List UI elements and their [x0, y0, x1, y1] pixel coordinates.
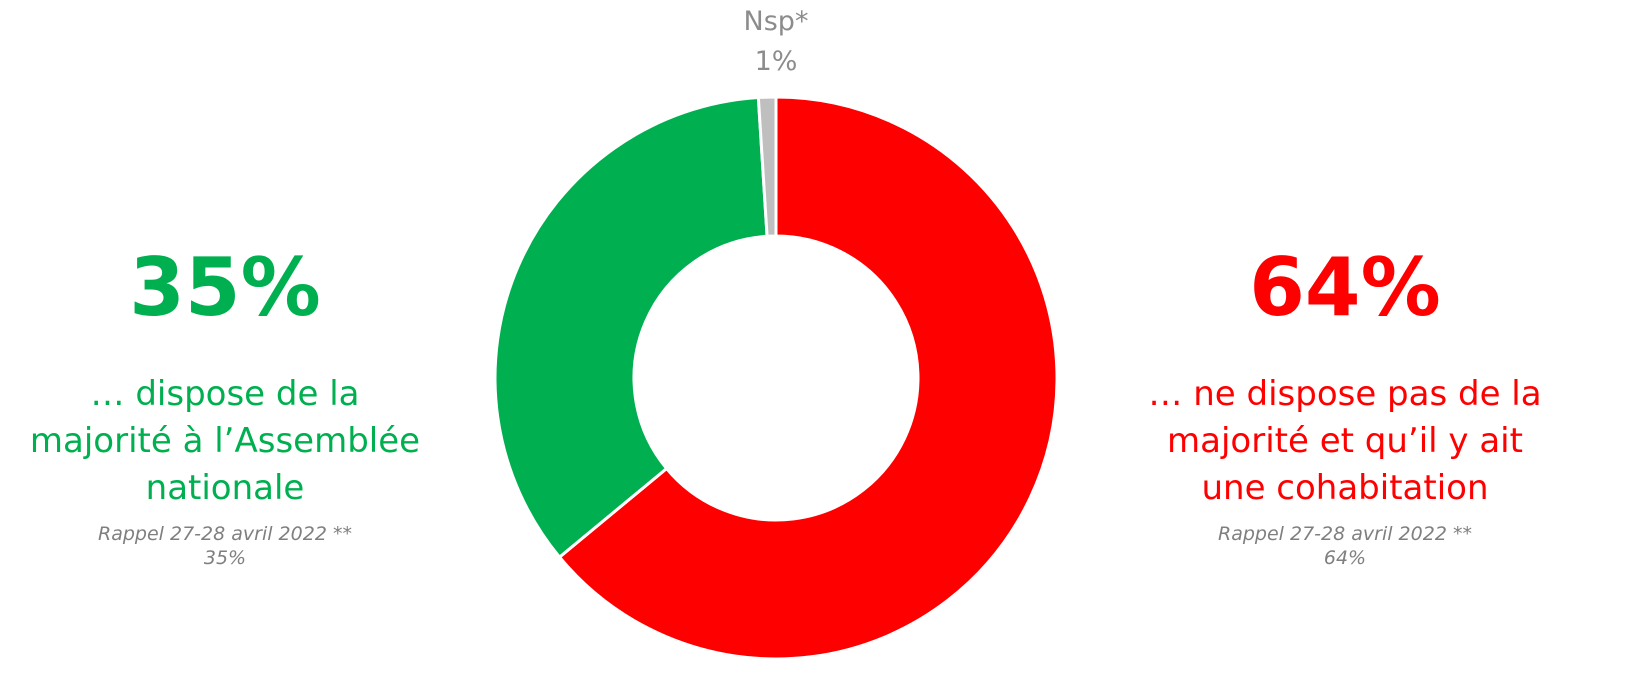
label-block: 35% … dispose de la majorité à l’Assemblé…: [0, 243, 485, 570]
label-block: Nsp* 1%: [626, 2, 926, 82]
label-block: 64% … ne dispose pas de la majorité et qu…: [1085, 243, 1605, 570]
donut-segment: [756, 95, 778, 238]
recall-label: Rappel 27-28 avril 2022 **: [1218, 523, 1472, 545]
category-label: Nsp*: [743, 6, 809, 37]
recall-value: 35%: [203, 547, 247, 569]
recall-label: Rappel 27-28 avril 2022 **: [98, 523, 352, 545]
recall: Rappel 27-28 avril 2022 ** 35%: [0, 522, 485, 570]
recall: Rappel 27-28 avril 2022 ** 64%: [1085, 522, 1605, 570]
value-label: 35%: [129, 241, 321, 334]
category-label: … dispose de la majorité à l’Assemblée n…: [29, 374, 421, 508]
donut-segment: [557, 95, 1059, 661]
donut-segment: [493, 95, 769, 560]
value-label: 1%: [754, 46, 798, 77]
value-label: 64%: [1249, 241, 1441, 334]
recall-value: 64%: [1323, 547, 1367, 569]
category-label: … ne dispose pas de la majorité et qu’il…: [1148, 374, 1542, 508]
